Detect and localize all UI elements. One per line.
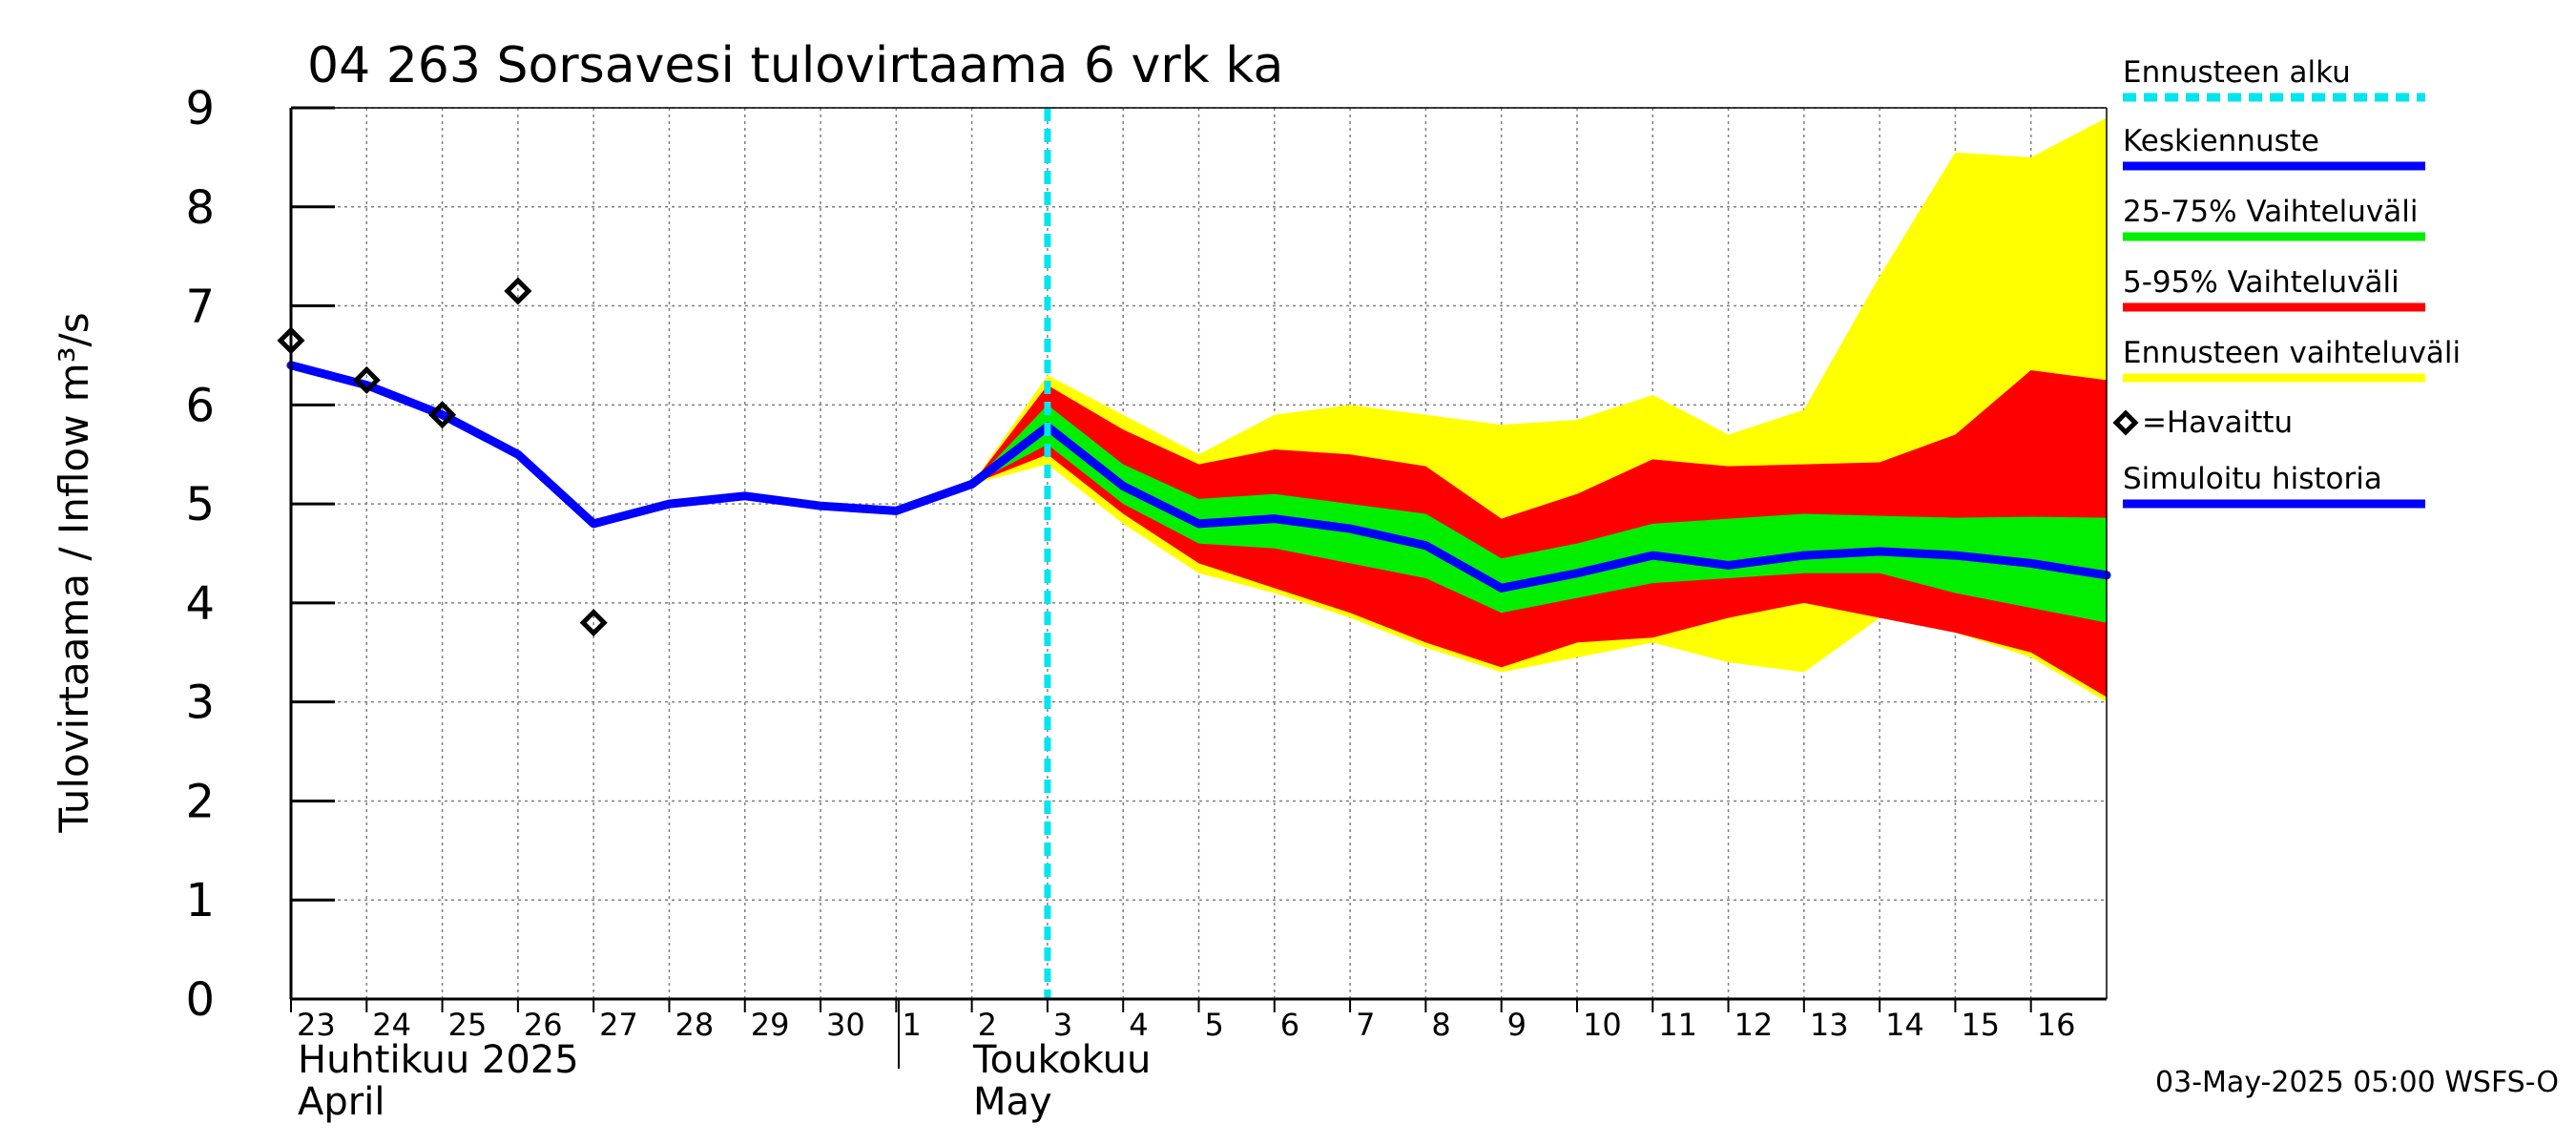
month-label-en: May (973, 1080, 1052, 1124)
legend-label: Ennusteen vaihteluväli (2123, 336, 2461, 370)
x-tick-label: 5 (1205, 1007, 1224, 1043)
legend-label: Simuloitu historia (2123, 462, 2382, 496)
x-tick-label: 23 (297, 1007, 336, 1043)
y-tick-label: 4 (185, 577, 215, 631)
chart-title: 04 263 Sorsavesi tulovirtaama 6 vrk ka (307, 37, 1283, 94)
x-tick-label: 9 (1507, 1007, 1527, 1043)
x-tick-label: 2 (978, 1007, 997, 1043)
x-tick-label: 27 (599, 1007, 638, 1043)
x-tick-label: 6 (1280, 1007, 1299, 1043)
series-lines (286, 361, 2111, 593)
series-line (286, 361, 1052, 529)
legend-label: =Havaittu (2142, 406, 2293, 440)
x-tick-label: 12 (1735, 1007, 1774, 1043)
series-line (967, 422, 2111, 593)
x-tick-label: 7 (1356, 1007, 1375, 1043)
x-tick-label: 13 (1810, 1007, 1849, 1043)
y-axis-ticks: 0 1 2 3 4 5 6 7 8 9 (185, 82, 335, 1027)
x-tick-label: 8 (1431, 1007, 1450, 1043)
month-label-en: April (298, 1080, 384, 1124)
x-tick-label: 4 (1129, 1007, 1148, 1043)
month-label: Huhtikuu 2025 (298, 1038, 579, 1082)
band-area (971, 370, 2107, 697)
x-tick-label: 28 (675, 1007, 714, 1043)
observed-point (504, 277, 532, 305)
y-tick-label: 5 (185, 478, 215, 531)
x-tick-label: 1 (902, 1007, 921, 1043)
observed-point (428, 401, 457, 429)
x-tick-label: 24 (372, 1007, 411, 1043)
x-tick-label: 29 (751, 1007, 790, 1043)
y-tick-label: 1 (185, 874, 215, 927)
x-tick-label: 26 (524, 1007, 563, 1043)
y-tick-label: 8 (185, 181, 215, 235)
x-tick-label: 10 (1583, 1007, 1622, 1043)
footer-timestamp: 03-May-2025 05:00 WSFS-O (2155, 1066, 2559, 1099)
legend: Ennusteen alku Keskiennuste 25-75% Vaihtel… (2112, 55, 2461, 509)
legend-label: Keskiennuste (2123, 124, 2319, 158)
x-tick-label: 14 (1885, 1007, 1924, 1043)
band-area (971, 405, 2107, 623)
x-tick-label: 25 (448, 1007, 488, 1043)
y-tick-label: 3 (185, 677, 215, 730)
observed-point (352, 365, 381, 394)
legend-label: 25-75% Vaihteluväli (2123, 195, 2419, 229)
legend-label: 5-95% Vaihteluväli (2123, 265, 2399, 300)
x-tick-label: 3 (1053, 1007, 1072, 1043)
y-tick-label: 2 (185, 775, 215, 828)
observed-point (579, 609, 608, 637)
y-tick-label: 0 (185, 973, 215, 1027)
legend-marker (2112, 409, 2139, 436)
legend-label: Ennusteen alku (2123, 55, 2351, 90)
x-tick-label: 30 (826, 1007, 865, 1043)
y-tick-label: 7 (185, 281, 215, 334)
x-tick-label: 15 (1961, 1007, 2000, 1043)
y-axis-label: Tulovirtaama / Inflow m³/s (51, 312, 97, 833)
x-axis-ticks: 23 24 25 26 27 28 29 30 1 2 3 4 5 6 7 8 9 10 11 12 13 14 15 16 (290, 999, 2076, 1043)
x-tick-label: 16 (2037, 1007, 2076, 1043)
month-label: Toukokuu (972, 1038, 1151, 1082)
x-tick-label: 11 (1658, 1007, 1697, 1043)
y-tick-label: 9 (185, 82, 215, 135)
y-tick-label: 6 (185, 379, 215, 432)
